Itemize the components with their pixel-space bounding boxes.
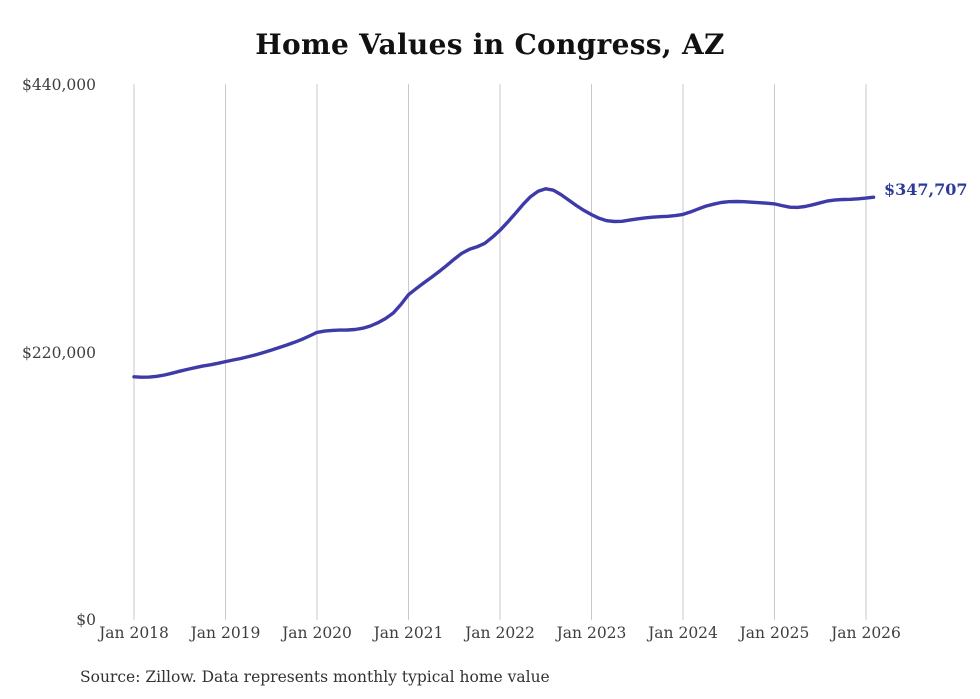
x-axis-tick-label: Jan 2025 [739, 624, 810, 642]
y-axis-tick-label: $440,000 [22, 76, 96, 94]
y-axis-tick-label: $0 [76, 611, 96, 629]
chart-title: Home Values in Congress, AZ [255, 28, 725, 61]
y-axis-tick-label: $220,000 [22, 343, 96, 362]
source-note: Source: Zillow. Data represents monthly … [80, 668, 550, 686]
home-value-line [132, 187, 876, 379]
x-axis-tick-label: Jan 2021 [373, 624, 444, 642]
x-axis-tick-label: Jan 2020 [282, 624, 352, 642]
x-axis-tick-label: Jan 2019 [190, 624, 261, 642]
final-value-label: $347,707 [884, 180, 968, 200]
x-axis-tick-label: Jan 2018 [99, 624, 169, 642]
x-axis-tick-label: Jan 2024 [648, 624, 718, 642]
x-axis-tick-label: Jan 2023 [556, 624, 627, 642]
x-axis-tick-label: Jan 2022 [465, 624, 535, 642]
x-axis-tick-label: Jan 2026 [831, 624, 901, 642]
